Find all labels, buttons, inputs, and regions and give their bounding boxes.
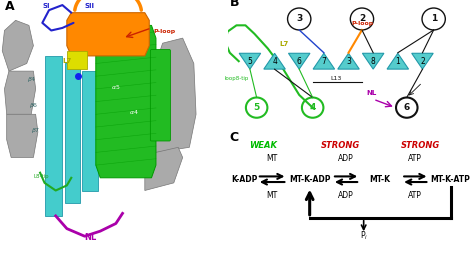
- Polygon shape: [64, 64, 80, 203]
- Text: 2: 2: [359, 14, 365, 23]
- Polygon shape: [313, 53, 335, 69]
- Polygon shape: [363, 53, 384, 69]
- Text: 8: 8: [371, 57, 375, 66]
- Text: B: B: [230, 0, 239, 9]
- Text: WEAK: WEAK: [249, 141, 277, 150]
- Text: MT-K-ADP: MT-K-ADP: [289, 175, 330, 184]
- Text: 6: 6: [404, 103, 410, 112]
- Text: 2: 2: [420, 57, 425, 66]
- Text: ATP: ATP: [409, 191, 422, 200]
- Text: loop8-tip: loop8-tip: [224, 76, 248, 81]
- Text: 4: 4: [310, 103, 316, 112]
- Text: MT: MT: [266, 191, 278, 200]
- Text: L13: L13: [330, 76, 342, 81]
- Polygon shape: [7, 114, 38, 157]
- Text: 3: 3: [346, 57, 351, 66]
- FancyBboxPatch shape: [150, 50, 171, 141]
- Polygon shape: [387, 53, 409, 69]
- Text: MT: MT: [266, 153, 278, 163]
- Polygon shape: [412, 53, 433, 69]
- Text: 1: 1: [395, 57, 400, 66]
- Text: 5: 5: [247, 57, 252, 66]
- Text: $\alpha$4: $\alpha$4: [129, 108, 139, 116]
- Text: P$_{i}$: P$_{i}$: [360, 230, 368, 242]
- Text: 5: 5: [254, 103, 260, 112]
- Text: L7: L7: [279, 41, 288, 47]
- Text: MT-K: MT-K: [370, 175, 391, 184]
- Polygon shape: [289, 53, 310, 69]
- Polygon shape: [67, 51, 87, 69]
- Text: 6: 6: [297, 57, 301, 66]
- Text: K-ADP: K-ADP: [231, 175, 257, 184]
- Text: STRONG: STRONG: [320, 141, 360, 150]
- Text: 3: 3: [296, 14, 302, 23]
- Polygon shape: [4, 71, 36, 114]
- Polygon shape: [264, 53, 285, 69]
- Text: ATP: ATP: [409, 153, 422, 163]
- Text: $\beta$4: $\beta$4: [27, 75, 36, 84]
- Polygon shape: [239, 53, 261, 69]
- Polygon shape: [2, 20, 33, 71]
- Polygon shape: [145, 147, 182, 190]
- Text: P-loop: P-loop: [154, 29, 176, 34]
- Text: L7: L7: [63, 58, 72, 65]
- Text: 1: 1: [430, 14, 437, 23]
- Text: 7: 7: [321, 57, 326, 66]
- Polygon shape: [96, 25, 156, 178]
- Text: MT-K-ATP: MT-K-ATP: [430, 175, 471, 184]
- Text: STRONG: STRONG: [401, 141, 439, 150]
- Text: ADP: ADP: [338, 191, 354, 200]
- Text: ADP: ADP: [338, 153, 354, 163]
- Polygon shape: [338, 53, 359, 69]
- Text: C: C: [230, 131, 239, 144]
- Polygon shape: [82, 71, 98, 190]
- Polygon shape: [45, 56, 63, 216]
- Text: A: A: [4, 0, 14, 13]
- Polygon shape: [67, 13, 149, 56]
- Text: L8-tip: L8-tip: [33, 174, 49, 179]
- Text: SII: SII: [85, 3, 95, 9]
- Text: $\beta$6: $\beta$6: [29, 101, 38, 110]
- Text: NL: NL: [366, 90, 377, 96]
- Text: SI: SI: [42, 3, 50, 9]
- Polygon shape: [152, 38, 196, 152]
- Text: 4: 4: [272, 57, 277, 66]
- Text: $\alpha$5: $\alpha$5: [111, 83, 121, 91]
- Text: NL: NL: [85, 233, 97, 242]
- Text: P-loop: P-loop: [351, 21, 373, 26]
- Text: $\beta$7: $\beta$7: [31, 126, 41, 135]
